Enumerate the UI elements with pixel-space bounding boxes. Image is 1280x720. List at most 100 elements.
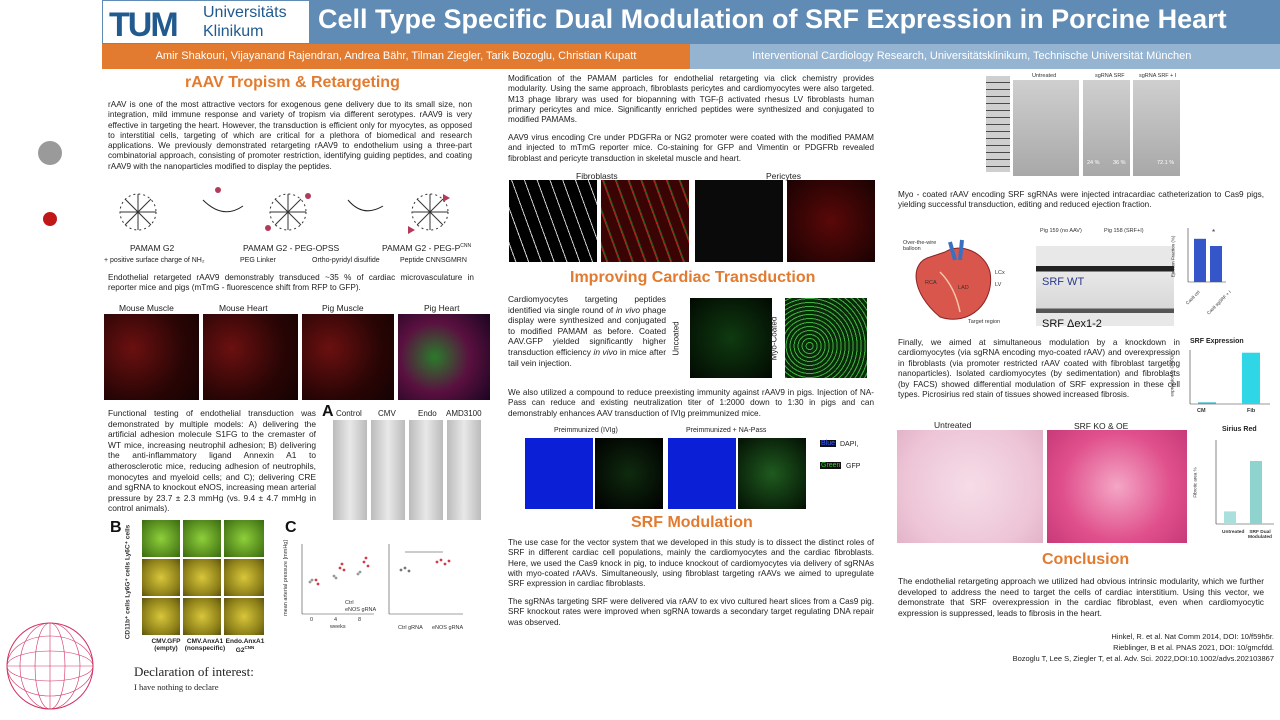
finally-text: Finally, we aimed at simultaneous modula… <box>898 338 1180 400</box>
conclusion-text: The endothelial retargeting approach we … <box>898 576 1264 618</box>
panel-c2-x-ctrl: Ctrl gRNA <box>398 625 423 631</box>
cardio-text-a: Cardiomyocytes targeting peptides identi… <box>508 294 666 315</box>
panel-a-image-4 <box>447 420 481 520</box>
panel-c-x-8: 8 <box>358 617 362 623</box>
srf-dex-label: SRF Δex1-2 <box>1042 318 1102 330</box>
panel-c-scatter-plot <box>301 544 374 615</box>
bar-cas9-sgsrf-i <box>1210 246 1222 282</box>
legend-blue-swatch: Blue <box>820 440 837 447</box>
panel-b-ylabel: CD11b⁺ cells Ly6G⁺ cells Ly6C⁺ cells <box>124 524 132 640</box>
legend-green-word: Green <box>821 462 841 469</box>
cardio-text-b: phage display were synthesized and conju… <box>508 304 667 357</box>
panel-a-label-control: Control <box>336 409 362 418</box>
panel-b-letter: B <box>110 519 122 536</box>
myo-coated-text: Myo - coated rAAV encoding SRF sgRNAs we… <box>898 190 1264 210</box>
pamam-label-1: PAMAM G2 <box>130 243 175 253</box>
uni-line-1: Universitäts <box>203 4 287 21</box>
heading-raav-tropism: rAAV Tropism & Retargeting <box>185 74 400 91</box>
heart-label-balloon: Over-the-wire balloon <box>903 240 937 252</box>
panel-b-label-3-text: Endo.AnxA1 G2 <box>225 638 265 655</box>
pig-gel-image <box>1036 246 1174 326</box>
panel-b-image-7 <box>142 598 180 635</box>
reference-1: Hinkel, R. et al. Nat Comm 2014, DOI: 10… <box>1111 632 1274 641</box>
panel-c-legend-ctrl: Ctrl <box>345 600 354 606</box>
university-logo: TUM Universitäts Klinikum <box>102 0 310 44</box>
pamam-label-3-text: PAMAM G2 - PEG-P <box>382 243 461 253</box>
globe-decoration <box>6 622 94 710</box>
tum-logo-text: TUM <box>109 6 179 44</box>
heart-label-lad: LAD <box>958 285 969 291</box>
sirius-x-dual: SRF Dual Modulated <box>1248 530 1272 540</box>
panel-c-ylabel: mean arterial pressure [mmHg] <box>282 540 289 616</box>
red-circle <box>43 212 57 226</box>
label-preimmunized-napass: Preimmunized + NA-Pass <box>686 427 767 434</box>
bar-cas9-ctrl <box>1194 238 1206 282</box>
heart-illustration <box>915 239 992 320</box>
uncoated-image <box>690 298 772 378</box>
srf-wt-label: SRF WT <box>1042 276 1085 288</box>
panel-c-x-4: 4 <box>334 617 338 623</box>
panel-a-letter: A <box>322 403 334 420</box>
pamam-label-3: PAMAM G2 - PEG-PCNN <box>382 243 471 253</box>
pericyte-image-1 <box>695 180 783 262</box>
panel-b-image-5 <box>183 559 221 596</box>
srf-expression-chart <box>1189 350 1270 405</box>
gel-pct-1: 24 % <box>1087 160 1100 166</box>
reference-3: Bozoglu T, Lee S, Ziegler T, et al. Adv.… <box>1012 654 1274 663</box>
sirius-x-untreated: Untreated <box>1222 530 1245 535</box>
panel-a-label-endo: Endo <box>418 409 437 418</box>
srf-expression-ylabel: expression to GAPDH <box>1169 352 1175 397</box>
gray-circle <box>38 141 62 165</box>
preimm-dapi-image <box>525 438 593 509</box>
gel-label-sgrna-srf-i: sgRNA SRF + I <box>1139 73 1177 79</box>
panel-c-letter: C <box>285 519 297 536</box>
reference-2: Rieblinger, B et al. PNAS 2021, DOI: 10/… <box>1113 643 1274 652</box>
panel-c2-x-enos: eNOS gRNA <box>432 625 464 631</box>
declaration-heading: Declaration of interest: <box>134 664 254 679</box>
bar-untreated <box>1224 511 1236 524</box>
panel-a-label-cmv: CMV <box>378 409 396 418</box>
bar-srf-dual-modulated <box>1250 461 1262 524</box>
pamam-legend-4: Peptide CNNSGMRN <box>400 257 467 264</box>
preimm-gfp-image <box>595 438 663 509</box>
heart-label-lcx: LCx <box>995 270 1005 276</box>
pamam-label-3-sup: CNN <box>460 243 472 250</box>
pericyte-image-2 <box>787 180 875 262</box>
gel-label-sgrna-srf: sgRNA SRF <box>1095 73 1125 79</box>
srf-expression-title: SRF Expression <box>1190 338 1244 345</box>
bar-fib <box>1242 352 1260 404</box>
poster-title: Cell Type Specific Dual Modulation of SR… <box>318 4 1227 34</box>
cardio-italic-a: in vivo <box>615 304 641 315</box>
panel-b-image-8 <box>183 598 221 635</box>
declaration-text: I have nothing to declare <box>134 682 219 692</box>
panel-a-image-3 <box>409 420 443 520</box>
fibroblast-image-2 <box>601 180 689 262</box>
srf-text-1: The use case for the vector system that … <box>508 538 874 589</box>
authors: Amir Shakouri, Vijayanand Rajendran, And… <box>102 44 690 69</box>
ef-chart <box>1187 228 1226 283</box>
panel-b-label-1: CMV.GFP (empty) <box>151 638 181 652</box>
label-preimmunized: Preimmunized (IVIg) <box>554 427 618 434</box>
endothelial-text: Endothelial retargeted rAAV9 demonstrabl… <box>108 273 474 293</box>
modification-text: Modification of the PAMAM particles for … <box>508 74 874 125</box>
fibroblast-image-1 <box>509 180 597 262</box>
pamam-legend-1: + positive surface charge of NH₂ <box>104 257 205 264</box>
heading-srf-modulation: SRF Modulation <box>631 514 753 531</box>
gel-sgrna-srf <box>1083 80 1130 176</box>
sirius-red-title: Sirius Red <box>1222 426 1257 433</box>
panel-b-image-1 <box>142 520 180 557</box>
panel-a-image-2 <box>371 420 405 520</box>
panel-b-image-6 <box>224 559 264 596</box>
affiliation: Interventional Cardiology Research, Univ… <box>690 44 1280 69</box>
heading-improving-transduction: Improving Cardiac Transduction <box>570 269 816 286</box>
legend-green-swatch: Green <box>820 462 842 469</box>
pig-heart-image <box>398 314 490 400</box>
gel-pct-3: 72.1 % <box>1157 160 1175 166</box>
pamam-label-2: PAMAM G2 - PEG-OPSS <box>243 243 340 253</box>
gel-ladder <box>986 76 1010 172</box>
heart-label-target: Target region <box>968 319 1001 325</box>
ef-xlabel-sgsrf: Cas9 sgSRF + I <box>1205 289 1232 316</box>
left-decoration <box>0 0 102 720</box>
label-pericytes: Pericytes <box>766 171 801 181</box>
label-fibroblasts: Fibroblasts <box>576 171 618 181</box>
